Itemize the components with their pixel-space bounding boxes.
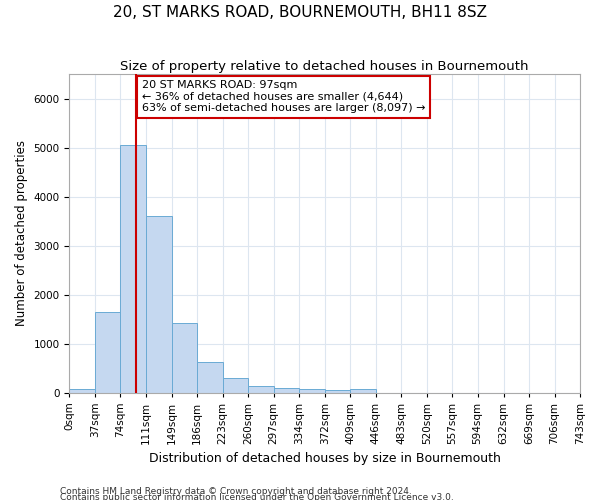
Title: Size of property relative to detached houses in Bournemouth: Size of property relative to detached ho… (121, 60, 529, 73)
Bar (70, 389, 95, 392)
Text: 20, ST MARKS ROAD, BOURNEMOUTH, BH11 8SZ: 20, ST MARKS ROAD, BOURNEMOUTH, BH11 8SZ (113, 5, 487, 20)
Y-axis label: Number of detached properties: Number of detached properties (15, 140, 28, 326)
Bar (248, 386, 274, 392)
X-axis label: Distribution of detached houses by size in Bournemouth: Distribution of detached houses by size … (149, 452, 500, 465)
Bar (274, 388, 299, 392)
Bar (197, 362, 223, 392)
Bar (299, 389, 325, 392)
Bar (120, 144, 146, 392)
Text: 20 ST MARKS ROAD: 97sqm
← 36% of detached houses are smaller (4,644)
63% of semi: 20 ST MARKS ROAD: 97sqm ← 36% of detache… (142, 80, 425, 113)
Bar (223, 378, 248, 392)
Bar (325, 390, 350, 392)
Bar (172, 323, 197, 392)
Text: Contains public sector information licensed under the Open Government Licence v3: Contains public sector information licen… (60, 492, 454, 500)
Bar (95, 312, 120, 392)
Bar (146, 216, 172, 392)
Text: Contains HM Land Registry data © Crown copyright and database right 2024.: Contains HM Land Registry data © Crown c… (60, 486, 412, 496)
Bar (350, 389, 376, 392)
